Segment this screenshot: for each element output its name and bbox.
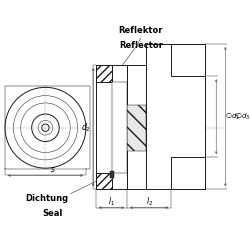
- Bar: [96, 65, 112, 82]
- Text: $\varnothing d_3$: $\varnothing d_3$: [234, 111, 250, 122]
- Bar: [96, 173, 112, 189]
- Text: Reflector: Reflector: [119, 41, 163, 50]
- Text: Reflektor: Reflektor: [119, 26, 163, 35]
- Bar: [5, 86, 90, 169]
- Bar: [127, 105, 146, 151]
- Bar: [171, 157, 205, 189]
- Bar: [112, 82, 127, 173]
- Text: $\varnothing d_1$: $\varnothing d_1$: [226, 111, 240, 122]
- Text: Seal: Seal: [42, 209, 63, 218]
- Text: $l_2$: $l_2$: [146, 196, 153, 208]
- Bar: [96, 65, 112, 189]
- Text: $l_1$: $l_1$: [108, 196, 115, 208]
- Bar: [110, 171, 114, 178]
- Text: Dichtung: Dichtung: [26, 194, 69, 203]
- Bar: [5, 86, 91, 170]
- Text: $s$: $s$: [50, 166, 56, 174]
- Bar: [127, 65, 146, 189]
- Text: $d_2$: $d_2$: [81, 122, 90, 134]
- Bar: [171, 44, 205, 76]
- Bar: [112, 65, 127, 189]
- Bar: [146, 44, 205, 189]
